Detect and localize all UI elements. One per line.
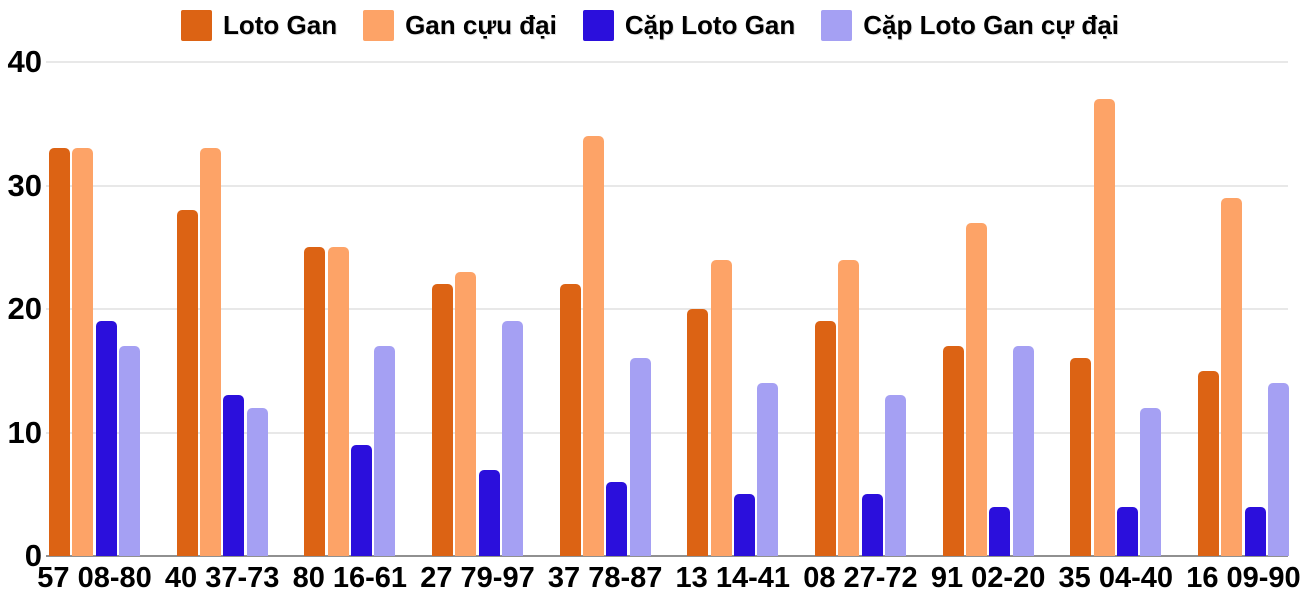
- bar-3-group-4[interactable]: [478, 470, 500, 556]
- x-axis-category-label: 13 14-41: [675, 562, 791, 594]
- legend-label: Loto Gan: [222, 10, 338, 40]
- x-axis-baseline: [46, 555, 1288, 557]
- bar-1-group-7[interactable]: [814, 321, 836, 556]
- bar-group: [431, 272, 523, 556]
- x-axis-category-label: 80 16-61: [292, 562, 408, 594]
- bar-3-group-7[interactable]: [861, 494, 883, 556]
- bar-2-group-6[interactable]: [710, 260, 732, 556]
- bar-1-group-10[interactable]: [1197, 371, 1219, 556]
- y-axis-tick-label: 30: [7, 167, 42, 203]
- gridline: [46, 184, 1288, 187]
- x-axis-category-label: 27 79-97: [420, 562, 535, 594]
- bar-group: [304, 247, 396, 556]
- chart-legend: Loto Gan Gan cựu đại Cặp Loto Gan Cặp Loto …: [0, 10, 1300, 41]
- bar-1-group-8[interactable]: [942, 346, 964, 556]
- x-axis-category-label: 08 27-72: [803, 562, 918, 594]
- bar-2-group-10[interactable]: [1221, 198, 1243, 556]
- bar-2-group-7[interactable]: [838, 260, 860, 556]
- y-axis-tick-label: 0: [24, 538, 42, 573]
- bar-2-group-8[interactable]: [965, 223, 987, 556]
- bar-1-group-3[interactable]: [304, 247, 326, 556]
- bar-3-group-10[interactable]: [1244, 507, 1266, 556]
- x-axis-category-label: 16 09-90: [1186, 562, 1300, 594]
- x-axis-category-label: 91 02-20: [930, 562, 1046, 594]
- legend-item: Loto Gan: [180, 10, 338, 41]
- legend-label: Cặp Loto Gan cự đại: [863, 10, 1119, 40]
- bar-4-group-4[interactable]: [501, 321, 523, 556]
- bar-3-group-9[interactable]: [1116, 507, 1138, 556]
- bar-2-group-2[interactable]: [199, 148, 221, 556]
- bar-3-group-6[interactable]: [733, 494, 755, 556]
- bar-1-group-6[interactable]: [687, 309, 709, 556]
- bar-3-group-8[interactable]: [989, 507, 1011, 556]
- bar-4-group-8[interactable]: [1012, 346, 1034, 556]
- bar-4-group-1[interactable]: [118, 346, 140, 556]
- x-axis-category-label: 57 08-80: [37, 562, 152, 594]
- bar-group: [176, 148, 268, 556]
- bar-2-group-3[interactable]: [327, 247, 349, 556]
- legend-label: Gan cựu đại: [405, 10, 557, 40]
- bar-4-group-3[interactable]: [374, 346, 396, 556]
- bar-group: [559, 136, 651, 556]
- bar-2-group-5[interactable]: [582, 136, 604, 556]
- y-axis-tick-label: 40: [7, 44, 42, 79]
- x-axis-category-label: 40 37-73: [164, 562, 280, 594]
- bar-1-group-9[interactable]: [1070, 358, 1092, 556]
- bar-4-group-7[interactable]: [884, 395, 906, 556]
- legend-swatch-icon: [821, 10, 853, 41]
- legend-item: Cặp Loto Gan cự đại: [821, 10, 1119, 41]
- bar-group: [814, 260, 906, 556]
- bar-1-group-1[interactable]: [49, 148, 70, 556]
- bar-4-group-6[interactable]: [757, 383, 779, 556]
- bar-4-group-2[interactable]: [246, 408, 268, 556]
- bar-3-group-1[interactable]: [95, 321, 117, 556]
- legend-swatch-icon: [180, 10, 212, 41]
- bar-4-group-9[interactable]: [1140, 408, 1162, 556]
- gridline: [46, 61, 1288, 63]
- bar-2-group-1[interactable]: [72, 148, 94, 556]
- bar-3-group-3[interactable]: [350, 445, 372, 556]
- bar-group: [942, 223, 1034, 556]
- y-axis-tick-label: 20: [7, 291, 42, 326]
- y-axis-tick-label: 10: [7, 414, 42, 450]
- x-axis-category-label: 37 78-87: [547, 562, 663, 594]
- bar-4-group-10[interactable]: [1267, 383, 1289, 556]
- legend-item: Cặp Loto Gan: [582, 10, 796, 41]
- bar-group: [687, 260, 779, 556]
- x-axis-category-label: 35 04-40: [1058, 562, 1174, 594]
- bar-1-group-2[interactable]: [176, 210, 198, 556]
- bar-4-group-5[interactable]: [629, 358, 651, 556]
- bar-2-group-4[interactable]: [455, 272, 477, 556]
- bar-3-group-2[interactable]: [223, 395, 245, 556]
- legend-swatch-icon: [582, 10, 614, 41]
- legend-swatch-icon: [363, 10, 395, 41]
- bar-1-group-4[interactable]: [431, 284, 453, 556]
- gridline: [46, 308, 1288, 310]
- bar-1-group-5[interactable]: [559, 284, 581, 556]
- legend-item: Gan cựu đại: [363, 10, 557, 41]
- bar-group: [49, 148, 140, 556]
- bar-2-group-9[interactable]: [1093, 99, 1115, 556]
- gridline: [46, 431, 1288, 434]
- legend-label: Cặp Loto Gan: [624, 10, 796, 40]
- bar-group: [1197, 198, 1289, 556]
- bar-3-group-5[interactable]: [606, 482, 628, 556]
- bar-group: [1070, 99, 1162, 556]
